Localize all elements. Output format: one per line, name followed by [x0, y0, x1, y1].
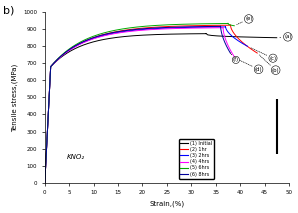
Text: (c): (c) [250, 47, 277, 61]
X-axis label: Strain,(%): Strain,(%) [149, 201, 184, 207]
Text: (d): (d) [238, 59, 263, 72]
Text: (a): (a) [280, 34, 291, 39]
Text: (f): (f) [230, 53, 239, 62]
Y-axis label: Tensile stress,(MPa): Tensile stress,(MPa) [11, 63, 18, 132]
Text: (e): (e) [237, 16, 252, 24]
Text: b): b) [3, 5, 15, 15]
Legend: (1) Initial, (2) 1hr, (3) 2hrs, (4) 4hrs, (5) 6hrs, (6) 8hrs: (1) Initial, (2) 1hr, (3) 2hrs, (4) 4hrs… [179, 139, 214, 179]
Text: (b): (b) [259, 55, 280, 73]
Text: KNO₂: KNO₂ [67, 154, 85, 160]
